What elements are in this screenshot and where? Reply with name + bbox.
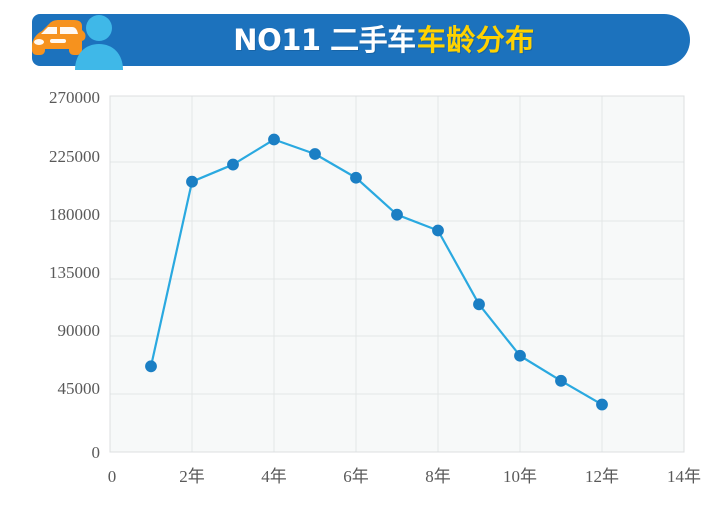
logo-group [22, 8, 132, 72]
banner-title-highlight: 车龄分布 [416, 22, 535, 57]
chart-svg: 270000 225000 180000 135000 90000 45000 … [49, 88, 701, 486]
data-point[interactable] [473, 298, 485, 311]
data-point[interactable] [145, 360, 157, 373]
x-tick-label: 14年 [667, 467, 701, 486]
data-point[interactable] [391, 208, 403, 221]
plot-border [109, 95, 685, 453]
header-banner: NO11 二手车 车龄分布 [0, 0, 720, 82]
x-tick-label: 2年 [179, 467, 205, 486]
banner-bar [78, 14, 690, 66]
banner-title: NO11 二手车 车龄分布 [78, 14, 690, 66]
y-tick-label: 0 [92, 443, 101, 462]
x-tick-label: 8年 [425, 467, 451, 486]
plot-background [110, 96, 684, 452]
series-line [149, 138, 604, 406]
y-tick-label: 180000 [49, 205, 100, 224]
data-point[interactable] [514, 349, 526, 362]
data-point[interactable] [432, 224, 444, 237]
data-point[interactable] [227, 158, 239, 171]
y-tick-label: 90000 [58, 321, 101, 340]
series-markers [145, 133, 608, 411]
data-point[interactable] [309, 148, 321, 160]
data-point[interactable] [555, 374, 567, 387]
x-tick-label: 4年 [261, 467, 287, 486]
car-icon [32, 20, 86, 55]
x-tick-label: 0 [108, 467, 117, 486]
person-icon [75, 15, 123, 70]
data-point[interactable] [186, 175, 198, 188]
y-axis-ticks: 270000 225000 180000 135000 90000 45000 … [49, 88, 100, 462]
data-point[interactable] [268, 133, 280, 146]
y-tick-label: 45000 [58, 379, 101, 398]
y-tick-label: 270000 [49, 88, 100, 107]
data-point[interactable] [350, 171, 362, 184]
data-point[interactable] [596, 398, 608, 411]
y-tick-label: 135000 [49, 263, 100, 282]
x-tick-label: 10年 [503, 467, 537, 486]
x-tick-label: 12年 [585, 467, 619, 486]
x-tick-label: 6年 [343, 467, 369, 486]
line-chart: 270000 225000 180000 135000 90000 45000 … [0, 82, 720, 511]
x-axis-ticks: 0 2年 4年 6年 8年 10年 12年 14年 [108, 467, 701, 486]
banner-title-main: NO11 二手车 [233, 22, 416, 57]
y-tick-label: 225000 [49, 147, 100, 166]
